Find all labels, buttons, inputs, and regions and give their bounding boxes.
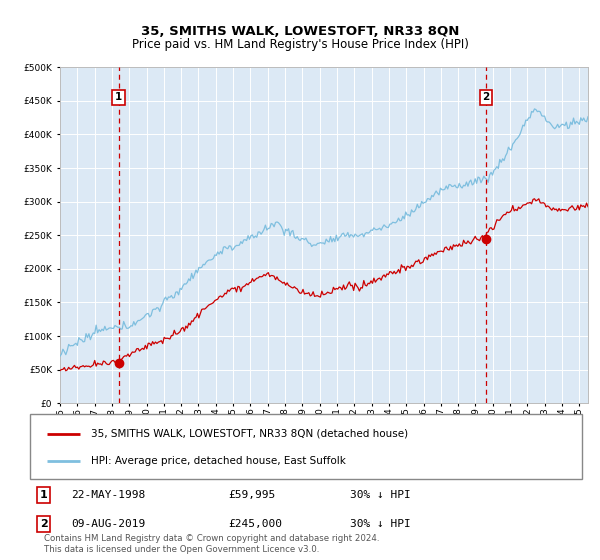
Text: 1: 1: [115, 92, 122, 102]
Text: Contains HM Land Registry data © Crown copyright and database right 2024.
This d: Contains HM Land Registry data © Crown c…: [44, 534, 379, 554]
Text: 22-MAY-1998: 22-MAY-1998: [71, 490, 146, 500]
Text: £245,000: £245,000: [229, 519, 283, 529]
FancyBboxPatch shape: [30, 414, 582, 479]
Text: 30% ↓ HPI: 30% ↓ HPI: [350, 490, 411, 500]
Text: £59,995: £59,995: [229, 490, 276, 500]
Text: 1: 1: [40, 490, 47, 500]
Text: 30% ↓ HPI: 30% ↓ HPI: [350, 519, 411, 529]
Text: 35, SMITHS WALK, LOWESTOFT, NR33 8QN (detached house): 35, SMITHS WALK, LOWESTOFT, NR33 8QN (de…: [91, 429, 408, 438]
Text: Price paid vs. HM Land Registry's House Price Index (HPI): Price paid vs. HM Land Registry's House …: [131, 38, 469, 50]
Text: 09-AUG-2019: 09-AUG-2019: [71, 519, 146, 529]
Text: HPI: Average price, detached house, East Suffolk: HPI: Average price, detached house, East…: [91, 456, 346, 466]
Text: 2: 2: [40, 519, 47, 529]
Text: 35, SMITHS WALK, LOWESTOFT, NR33 8QN: 35, SMITHS WALK, LOWESTOFT, NR33 8QN: [141, 25, 459, 38]
Text: 2: 2: [482, 92, 490, 102]
